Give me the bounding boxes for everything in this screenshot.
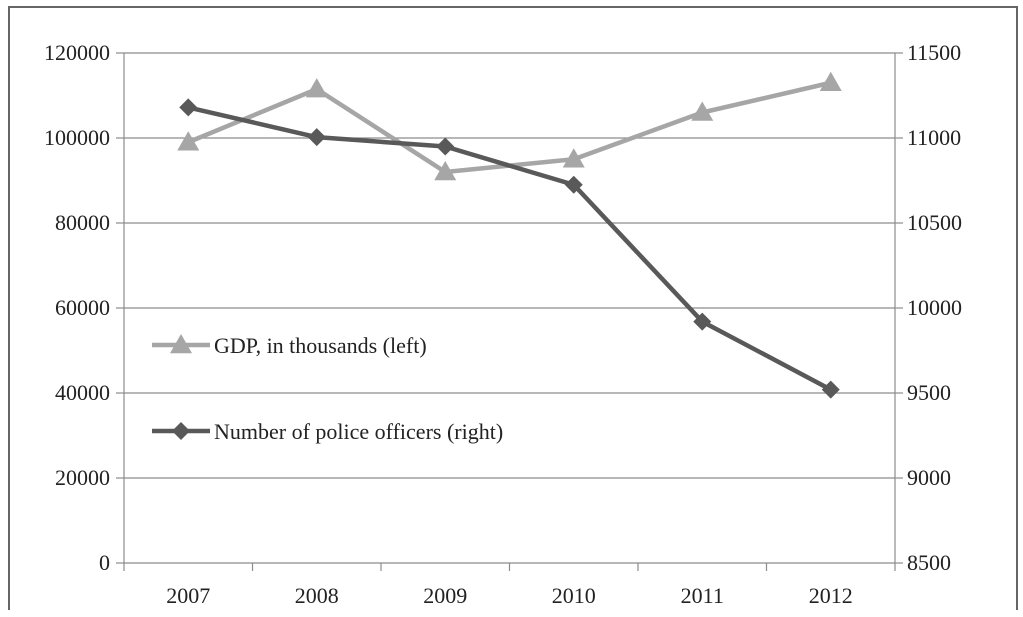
left-tick-label: 80000 [55,210,110,235]
series-line [187,105,832,392]
right-tick-label: 10000 [907,295,962,320]
legend: GDP, in thousands (left) Number of police… [152,333,503,444]
legend-label: Number of police officers (right) [214,419,503,444]
legend-entry: GDP, in thousands (left) [152,333,427,358]
diamond-point [564,175,583,194]
right-tick-label: 9500 [907,380,951,405]
legend-label: GDP, in thousands (left) [214,333,427,358]
series-line [187,80,832,175]
left-axis-ticks: 0 20000 40000 60000 80000 100000 120000 [44,40,110,575]
legend-entry: Number of police officers (right) [152,419,503,444]
left-tick-label: 40000 [55,380,110,405]
triangle-point [177,131,200,151]
right-tick-label: 11500 [907,40,961,65]
right-tick-label: 9000 [907,465,951,490]
diamond-point [693,312,712,331]
triangle-point [819,71,842,91]
right-tick-label: 11000 [907,125,961,150]
legend-diamond-marker [172,422,190,440]
series-police-officers [179,98,840,399]
right-axis-ticks: 8500 9000 9500 10000 10500 11000 11500 [907,40,962,575]
series-layer [177,71,842,399]
x-tick-label: 2009 [423,583,467,608]
legend-triangle-marker [170,334,192,354]
chart-frame [8,6,1018,610]
axes [116,52,903,571]
gridlines [124,52,895,479]
x-tick-label: 2012 [809,583,853,608]
triangle-point [562,148,585,168]
diamond-point [821,380,840,399]
diamond-point [436,137,455,156]
right-tick-label: 10500 [907,210,962,235]
right-tick-label: 8500 [907,550,951,575]
left-tick-label: 0 [99,550,110,575]
triangle-point [691,101,714,121]
left-tick-label: 60000 [55,295,110,320]
left-tick-label: 100000 [44,125,110,150]
diamond-point [179,98,198,117]
left-tick-label: 120000 [44,40,110,65]
x-tick-label: 2008 [295,583,339,608]
x-tick-label: 2010 [552,583,596,608]
triangle-point [305,78,328,98]
left-tick-label: 20000 [55,465,110,490]
triangle-point [434,161,457,181]
x-tick-label: 2011 [681,583,724,608]
x-tick-label: 2007 [166,583,210,608]
diamond-point [307,128,326,147]
x-axis-ticks: 2007 2008 2009 2010 2011 2012 [166,583,853,608]
